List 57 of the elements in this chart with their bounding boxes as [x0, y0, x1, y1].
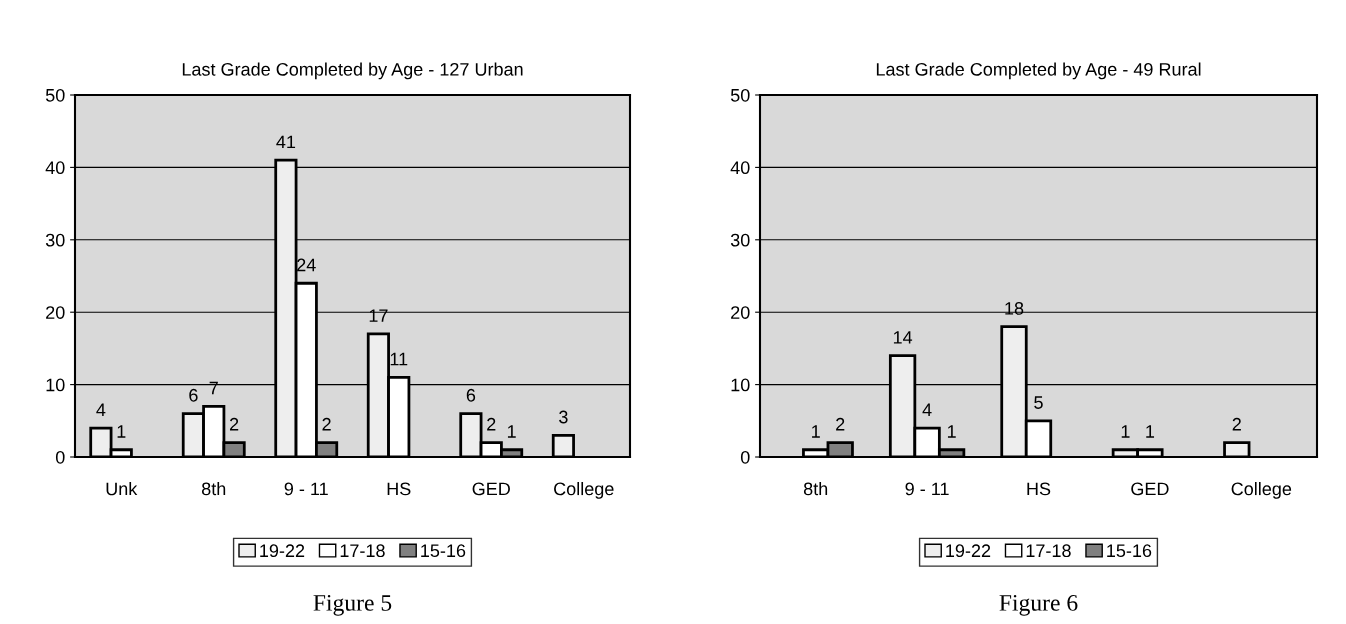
chart-title: Last Grade Completed by Age - 127 Urban	[182, 62, 523, 80]
x-tick-label: 9 - 11	[284, 482, 328, 496]
data-label: 6	[466, 388, 476, 402]
y-tick-label: 50	[730, 88, 750, 102]
y-tick-label: 50	[45, 88, 65, 102]
x-tick-label: Unk	[106, 482, 138, 496]
y-tick-label: 20	[731, 306, 750, 319]
y-tick-label: 10	[731, 378, 750, 392]
legend-label: 17-18	[1026, 544, 1071, 558]
legend-label: 15-16	[421, 544, 466, 558]
y-tick-label: 40	[730, 161, 750, 175]
data-label: 2	[229, 417, 239, 431]
caption: Figure 6	[999, 594, 1078, 616]
data-label: 6	[189, 388, 198, 402]
legend-label: 15-16	[1107, 544, 1152, 558]
data-label: 41	[276, 135, 296, 149]
y-tick-label: 30	[730, 233, 750, 247]
data-label: 17	[369, 309, 388, 322]
data-label: 2	[1232, 417, 1241, 431]
chart-title: Last Grade Completed by Age - 49 Rural	[876, 62, 1201, 80]
y-tick-label: 20	[46, 306, 65, 319]
x-tick-label: College	[554, 482, 614, 499]
data-label: 1	[1121, 425, 1130, 438]
legend-label: 19-22	[260, 544, 305, 558]
data-label: 2	[487, 417, 496, 431]
x-tick-label: GED	[472, 482, 510, 496]
data-label: 1	[947, 425, 956, 438]
x-tick-label: 8th	[201, 482, 226, 496]
data-label: 1	[812, 425, 820, 438]
data-label: 4	[96, 403, 106, 416]
data-label: 1	[1146, 425, 1155, 438]
data-label: 3	[559, 410, 568, 424]
x-tick-label: 8th	[803, 482, 828, 496]
y-tick-label: 10	[46, 378, 65, 392]
data-label: 7	[209, 381, 218, 395]
y-tick-label: 40	[45, 161, 65, 175]
x-tick-label: 9 - 11	[905, 482, 949, 496]
y-tick-label: 0	[740, 450, 750, 464]
data-label: 14	[893, 331, 913, 344]
data-label: 2	[322, 417, 331, 431]
y-tick-label: 0	[55, 450, 65, 464]
data-label: 1	[117, 425, 126, 438]
data-label: 11	[390, 352, 408, 366]
legend-label: 17-18	[340, 544, 385, 558]
data-label: 1	[507, 425, 516, 438]
data-label: 5	[1034, 396, 1043, 409]
y-tick-label: 30	[45, 233, 65, 247]
x-tick-label: HS	[1027, 482, 1051, 496]
x-tick-label: College	[1231, 482, 1292, 499]
data-label: 18	[1005, 301, 1024, 315]
data-label: 2	[836, 417, 845, 431]
legend-label: 19-22	[946, 544, 991, 558]
data-label: 24	[297, 258, 316, 272]
caption: Figure 5	[313, 594, 392, 616]
data-label: 4	[922, 403, 932, 416]
x-tick-label: HS	[387, 482, 411, 496]
x-tick-label: GED	[1131, 482, 1169, 496]
